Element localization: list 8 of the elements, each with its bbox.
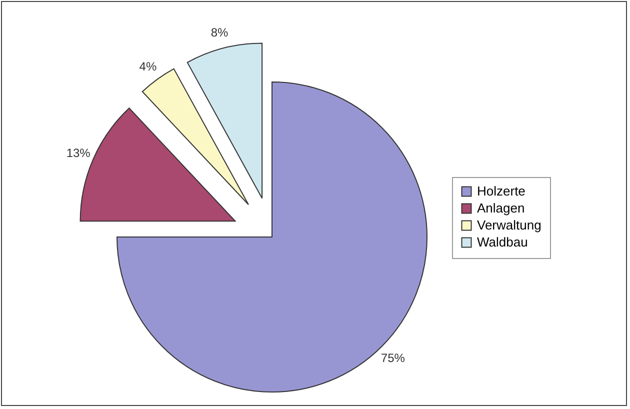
data-label: 4% [139, 59, 157, 74]
data-label: 8% [210, 26, 229, 40]
data-label: 75% [380, 350, 406, 365]
legend-label: Verwaltung [477, 218, 542, 232]
data-label: 13% [66, 146, 91, 160]
legend-label: Holzerte [477, 184, 526, 198]
legend-label: Anlagen [477, 200, 525, 216]
legend-label: Waldbau [477, 234, 528, 250]
